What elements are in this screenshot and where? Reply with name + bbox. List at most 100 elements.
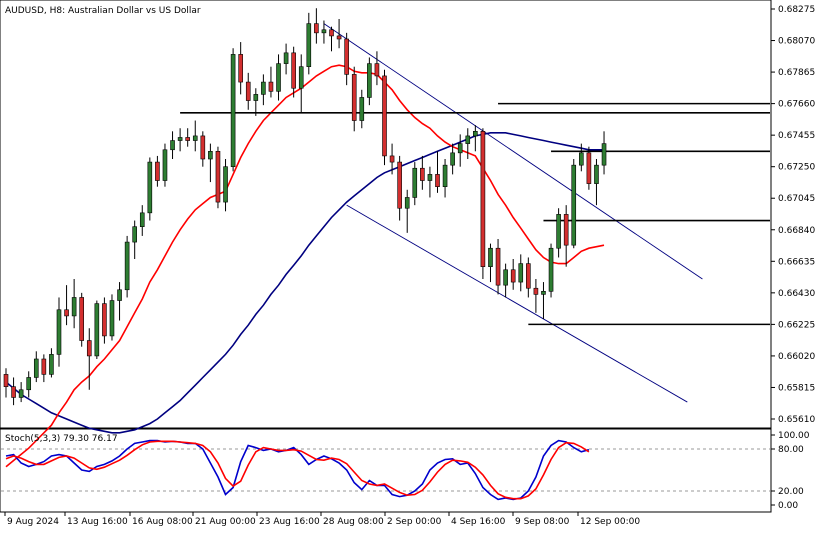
candle-body — [314, 23, 319, 34]
candle-body — [556, 214, 561, 249]
candle-body — [109, 300, 115, 337]
candle-body — [102, 303, 107, 337]
stoch-axis: 100.00 80.00 20.00 0.00 — [771, 431, 810, 511]
candle — [147, 157, 153, 221]
candle-body — [132, 226, 137, 243]
y-tick-label: 0.65610 — [778, 415, 815, 425]
candle — [548, 243, 554, 298]
candle — [488, 243, 493, 283]
candle-body — [306, 23, 312, 67]
x-tick-label: 21 Aug 00:00 — [195, 517, 256, 527]
price-axis: 0.68275 0.68070 0.67865 0.67660 0.67455 0.672… — [771, 5, 815, 425]
candle — [518, 254, 524, 292]
candle — [49, 348, 54, 378]
candle — [298, 54, 304, 113]
candle-body — [563, 214, 569, 246]
candle-body — [268, 81, 274, 92]
stoch-tick-label: 100.00 — [778, 431, 810, 441]
candle-body — [457, 143, 463, 154]
candle — [71, 279, 77, 329]
candle — [26, 371, 32, 398]
candle — [41, 354, 47, 383]
candle — [389, 143, 395, 175]
candles — [3, 8, 607, 406]
candle — [412, 162, 418, 206]
candle-body — [208, 151, 213, 160]
candle-body — [192, 135, 198, 141]
candle-body — [450, 152, 455, 166]
candle — [230, 48, 236, 172]
candle — [374, 51, 380, 86]
candle-body — [359, 97, 365, 121]
channel-upper-line — [323, 23, 703, 280]
candle-body — [510, 269, 516, 283]
candle — [170, 131, 175, 159]
candle — [526, 257, 531, 298]
candle-body — [374, 63, 380, 77]
x-tick-label: 4 Sep 16:00 — [451, 517, 506, 527]
candle-body — [442, 164, 448, 187]
candle-body — [71, 297, 77, 317]
candle — [510, 259, 516, 290]
y-tick-label: 0.67865 — [778, 68, 815, 78]
candle — [321, 20, 327, 44]
candle — [601, 131, 607, 175]
candle-body — [344, 38, 349, 75]
candle-body — [291, 52, 296, 89]
candle-body — [185, 137, 190, 141]
candle — [563, 205, 569, 267]
candle-body — [488, 247, 493, 267]
trend-channel — [323, 23, 703, 403]
candle — [132, 220, 137, 259]
candle — [139, 205, 145, 236]
candle-body — [26, 377, 32, 391]
candle-body — [579, 152, 584, 166]
candle — [579, 143, 584, 172]
x-tick-label: 2 Sep 00:00 — [387, 517, 442, 527]
candle — [102, 297, 107, 344]
candle-body — [117, 289, 122, 301]
candle-body — [124, 241, 130, 291]
candle — [397, 155, 402, 221]
candle — [3, 368, 9, 398]
x-tick-label: 12 Sep 00:00 — [580, 517, 640, 527]
candle-body — [3, 374, 9, 387]
candle-body — [367, 63, 372, 98]
candle-body — [86, 340, 92, 357]
candle-body — [495, 247, 501, 286]
candle — [124, 235, 130, 298]
candle — [94, 300, 100, 359]
stoch-tick-label: 0.00 — [778, 501, 798, 511]
candle-body — [389, 155, 395, 163]
candle — [261, 74, 266, 106]
price-pane — [0, 0, 772, 429]
candle — [336, 19, 342, 49]
stoch-pane — [0, 428, 772, 513]
stoch-label: Stoch(5,3,3) 79.30 76.17 — [5, 434, 118, 444]
candle — [86, 328, 92, 390]
candle — [457, 134, 463, 167]
channel-lower-line — [346, 204, 688, 403]
candle-body — [49, 354, 54, 375]
candle-body — [261, 81, 266, 95]
candle-body — [473, 131, 478, 137]
candle-body — [79, 297, 84, 341]
candle — [571, 159, 577, 249]
candle-body — [548, 247, 554, 292]
candle — [253, 88, 259, 116]
y-tick-label: 0.68070 — [778, 37, 815, 47]
candle — [450, 143, 455, 175]
candle-body — [276, 63, 281, 92]
stoch-signal-line — [5, 440, 590, 500]
candle — [503, 263, 508, 298]
candle-body — [404, 197, 410, 209]
y-tick-label: 0.66635 — [778, 257, 815, 267]
ma-fast-line — [5, 64, 605, 468]
candle — [33, 351, 39, 383]
candle — [351, 66, 357, 132]
candle — [223, 159, 228, 212]
candle — [541, 282, 546, 319]
candle-body — [382, 75, 387, 157]
candle — [109, 294, 115, 341]
